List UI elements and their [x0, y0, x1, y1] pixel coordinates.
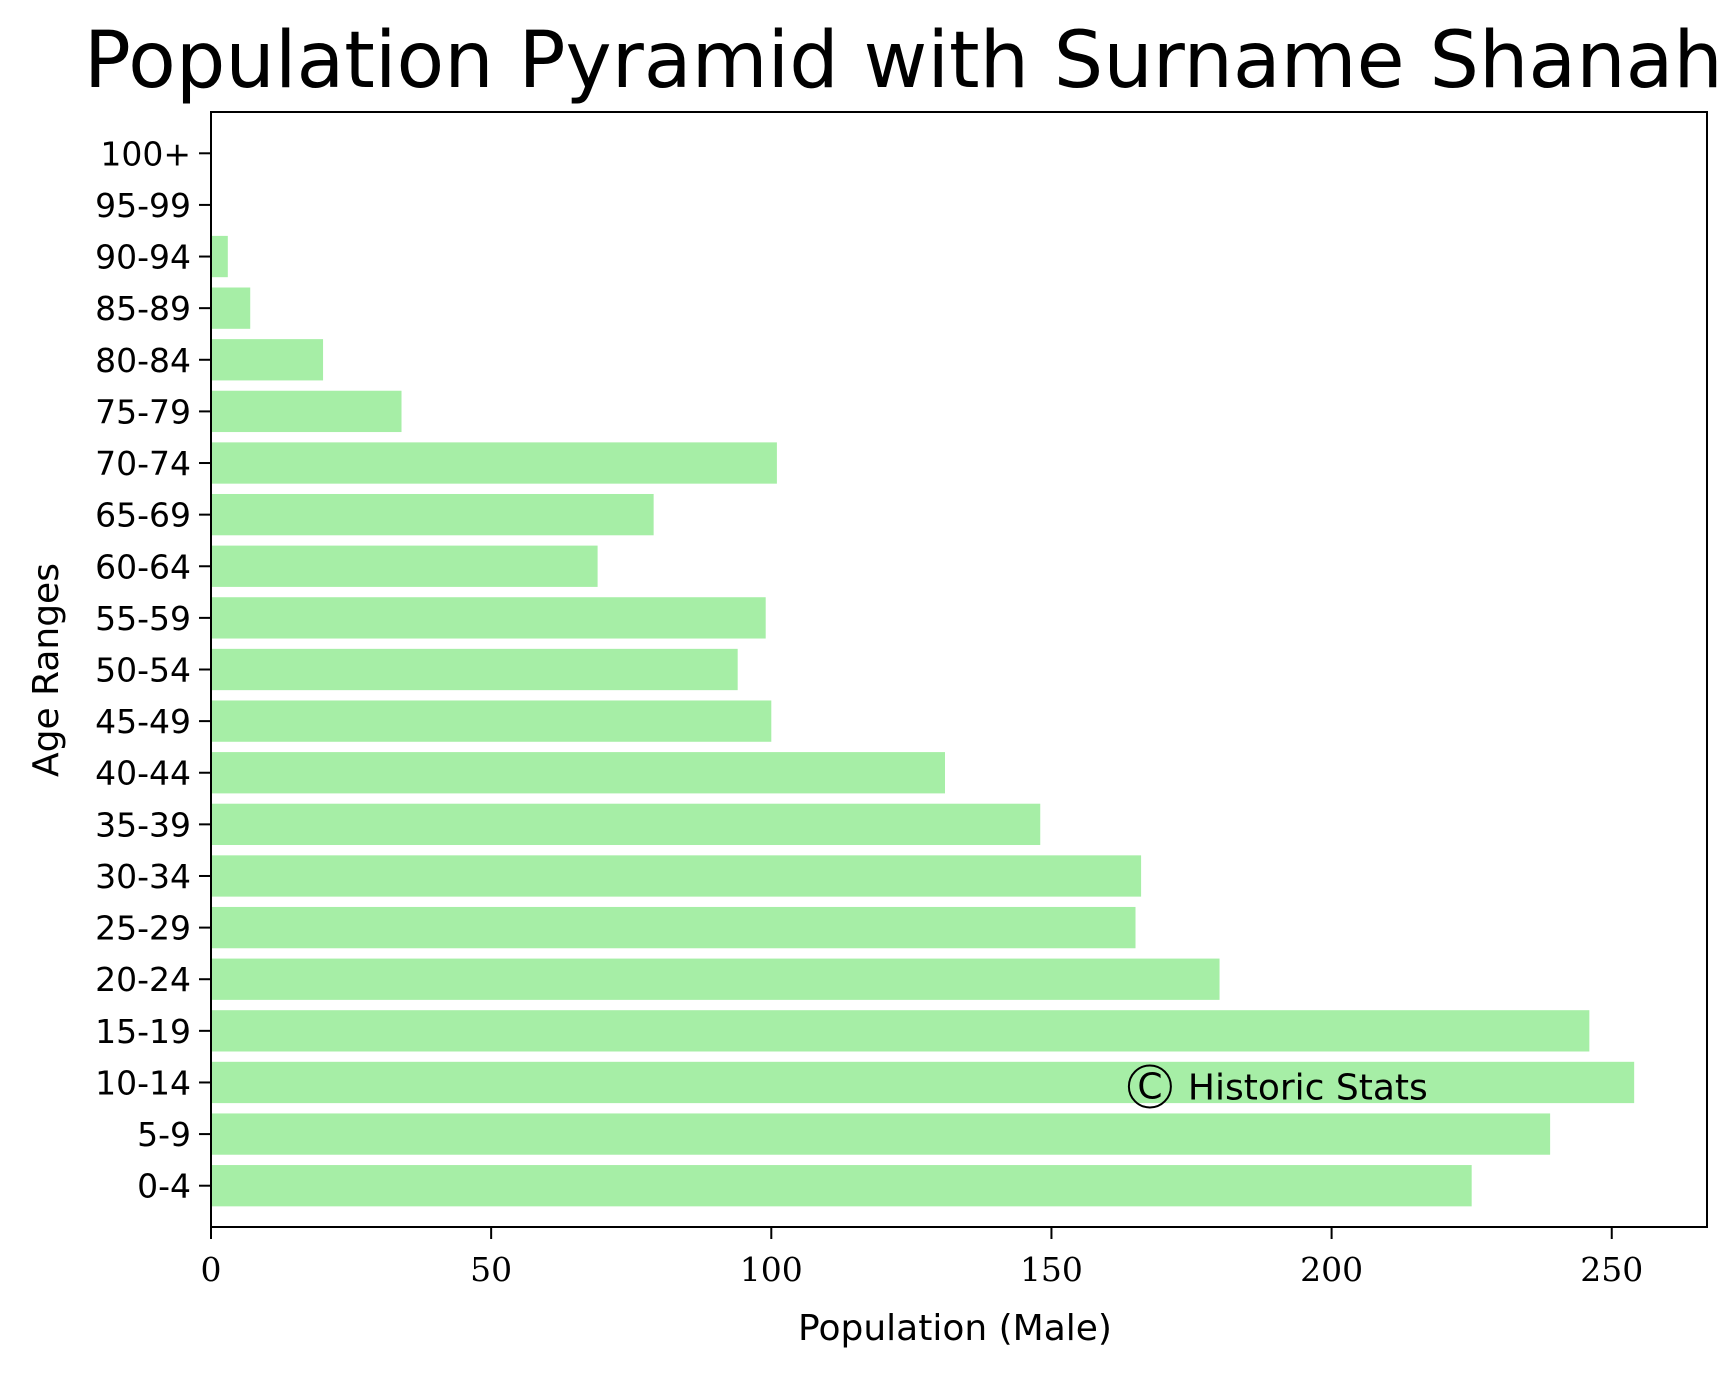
y-tick-label: 70-74	[95, 444, 191, 483]
y-tick-label: 45-49	[95, 702, 191, 741]
y-tick-label: 10-14	[95, 1063, 191, 1102]
bar-55-59	[211, 597, 766, 639]
copyright-icon	[1127, 1064, 1172, 1109]
y-tick-label: 100+	[100, 134, 191, 173]
bar-15-19	[211, 1010, 1590, 1052]
bar-65-69	[211, 493, 654, 536]
y-tick-label: 55-59	[95, 599, 191, 638]
y-tick-label: 85-89	[95, 289, 191, 328]
y-tick-label: 65-69	[95, 496, 191, 535]
y-tick-label: 60-64	[95, 547, 191, 586]
bar-60-64	[211, 545, 598, 587]
y-tick-label: 25-29	[95, 909, 191, 948]
bar-85-89	[211, 287, 251, 329]
bar-80-84	[211, 339, 324, 381]
bar-10-14	[211, 1061, 1635, 1104]
y-tick-label: 0-4	[137, 1167, 191, 1206]
y-tick-label: 40-44	[95, 754, 191, 793]
bar-5-9	[211, 1113, 1551, 1155]
bar-20-24	[211, 958, 1220, 1000]
bars-layer	[211, 235, 1635, 1207]
y-tick-label: 30-34	[95, 857, 191, 896]
x-axis: 0 50 100 150 200 250	[201, 1227, 1643, 1289]
y-axis: 0-4 5-9 10-14 15-19 20-24 25-29 30-34 35-39 40-4…	[95, 134, 211, 1206]
watermark-text: Historic Stats	[1188, 1067, 1428, 1108]
x-tick-label: 200	[1300, 1250, 1363, 1289]
x-tick-label: 150	[1020, 1250, 1083, 1289]
y-tick-label: 15-19	[95, 1012, 191, 1051]
x-axis-title: Population (Male)	[798, 1308, 1112, 1349]
bar-25-29	[211, 906, 1136, 949]
bar-50-54	[211, 648, 738, 691]
bar-70-74	[211, 442, 777, 484]
y-tick-label: 75-79	[95, 392, 191, 431]
bar-0-4	[211, 1165, 1472, 1207]
x-tick-label: 100	[740, 1250, 803, 1289]
x-tick-label: 0	[201, 1250, 222, 1289]
watermark: C Historic Stats	[1127, 1064, 1428, 1109]
y-tick-label: 90-94	[95, 238, 191, 277]
x-tick-label: 50	[470, 1250, 512, 1289]
copyright-symbol: C	[1137, 1066, 1162, 1107]
y-tick-label: 20-24	[95, 960, 191, 999]
x-tick-label: 250	[1580, 1250, 1643, 1289]
y-axis-title: Age Ranges	[26, 563, 67, 777]
bar-75-79	[211, 390, 402, 433]
bar-40-44	[211, 752, 945, 794]
y-tick-label: 50-54	[95, 651, 191, 690]
bar-35-39	[211, 803, 1041, 846]
bar-90-94	[211, 235, 228, 278]
y-tick-label: 80-84	[95, 341, 191, 380]
y-tick-label: 5-9	[137, 1115, 191, 1154]
bar-45-49	[211, 700, 772, 742]
y-tick-label: 95-99	[95, 186, 191, 225]
y-tick-label: 35-39	[95, 805, 191, 844]
bar-30-34	[211, 855, 1142, 897]
chart-title: Population Pyramid with Surname Shanahan	[84, 16, 1727, 106]
